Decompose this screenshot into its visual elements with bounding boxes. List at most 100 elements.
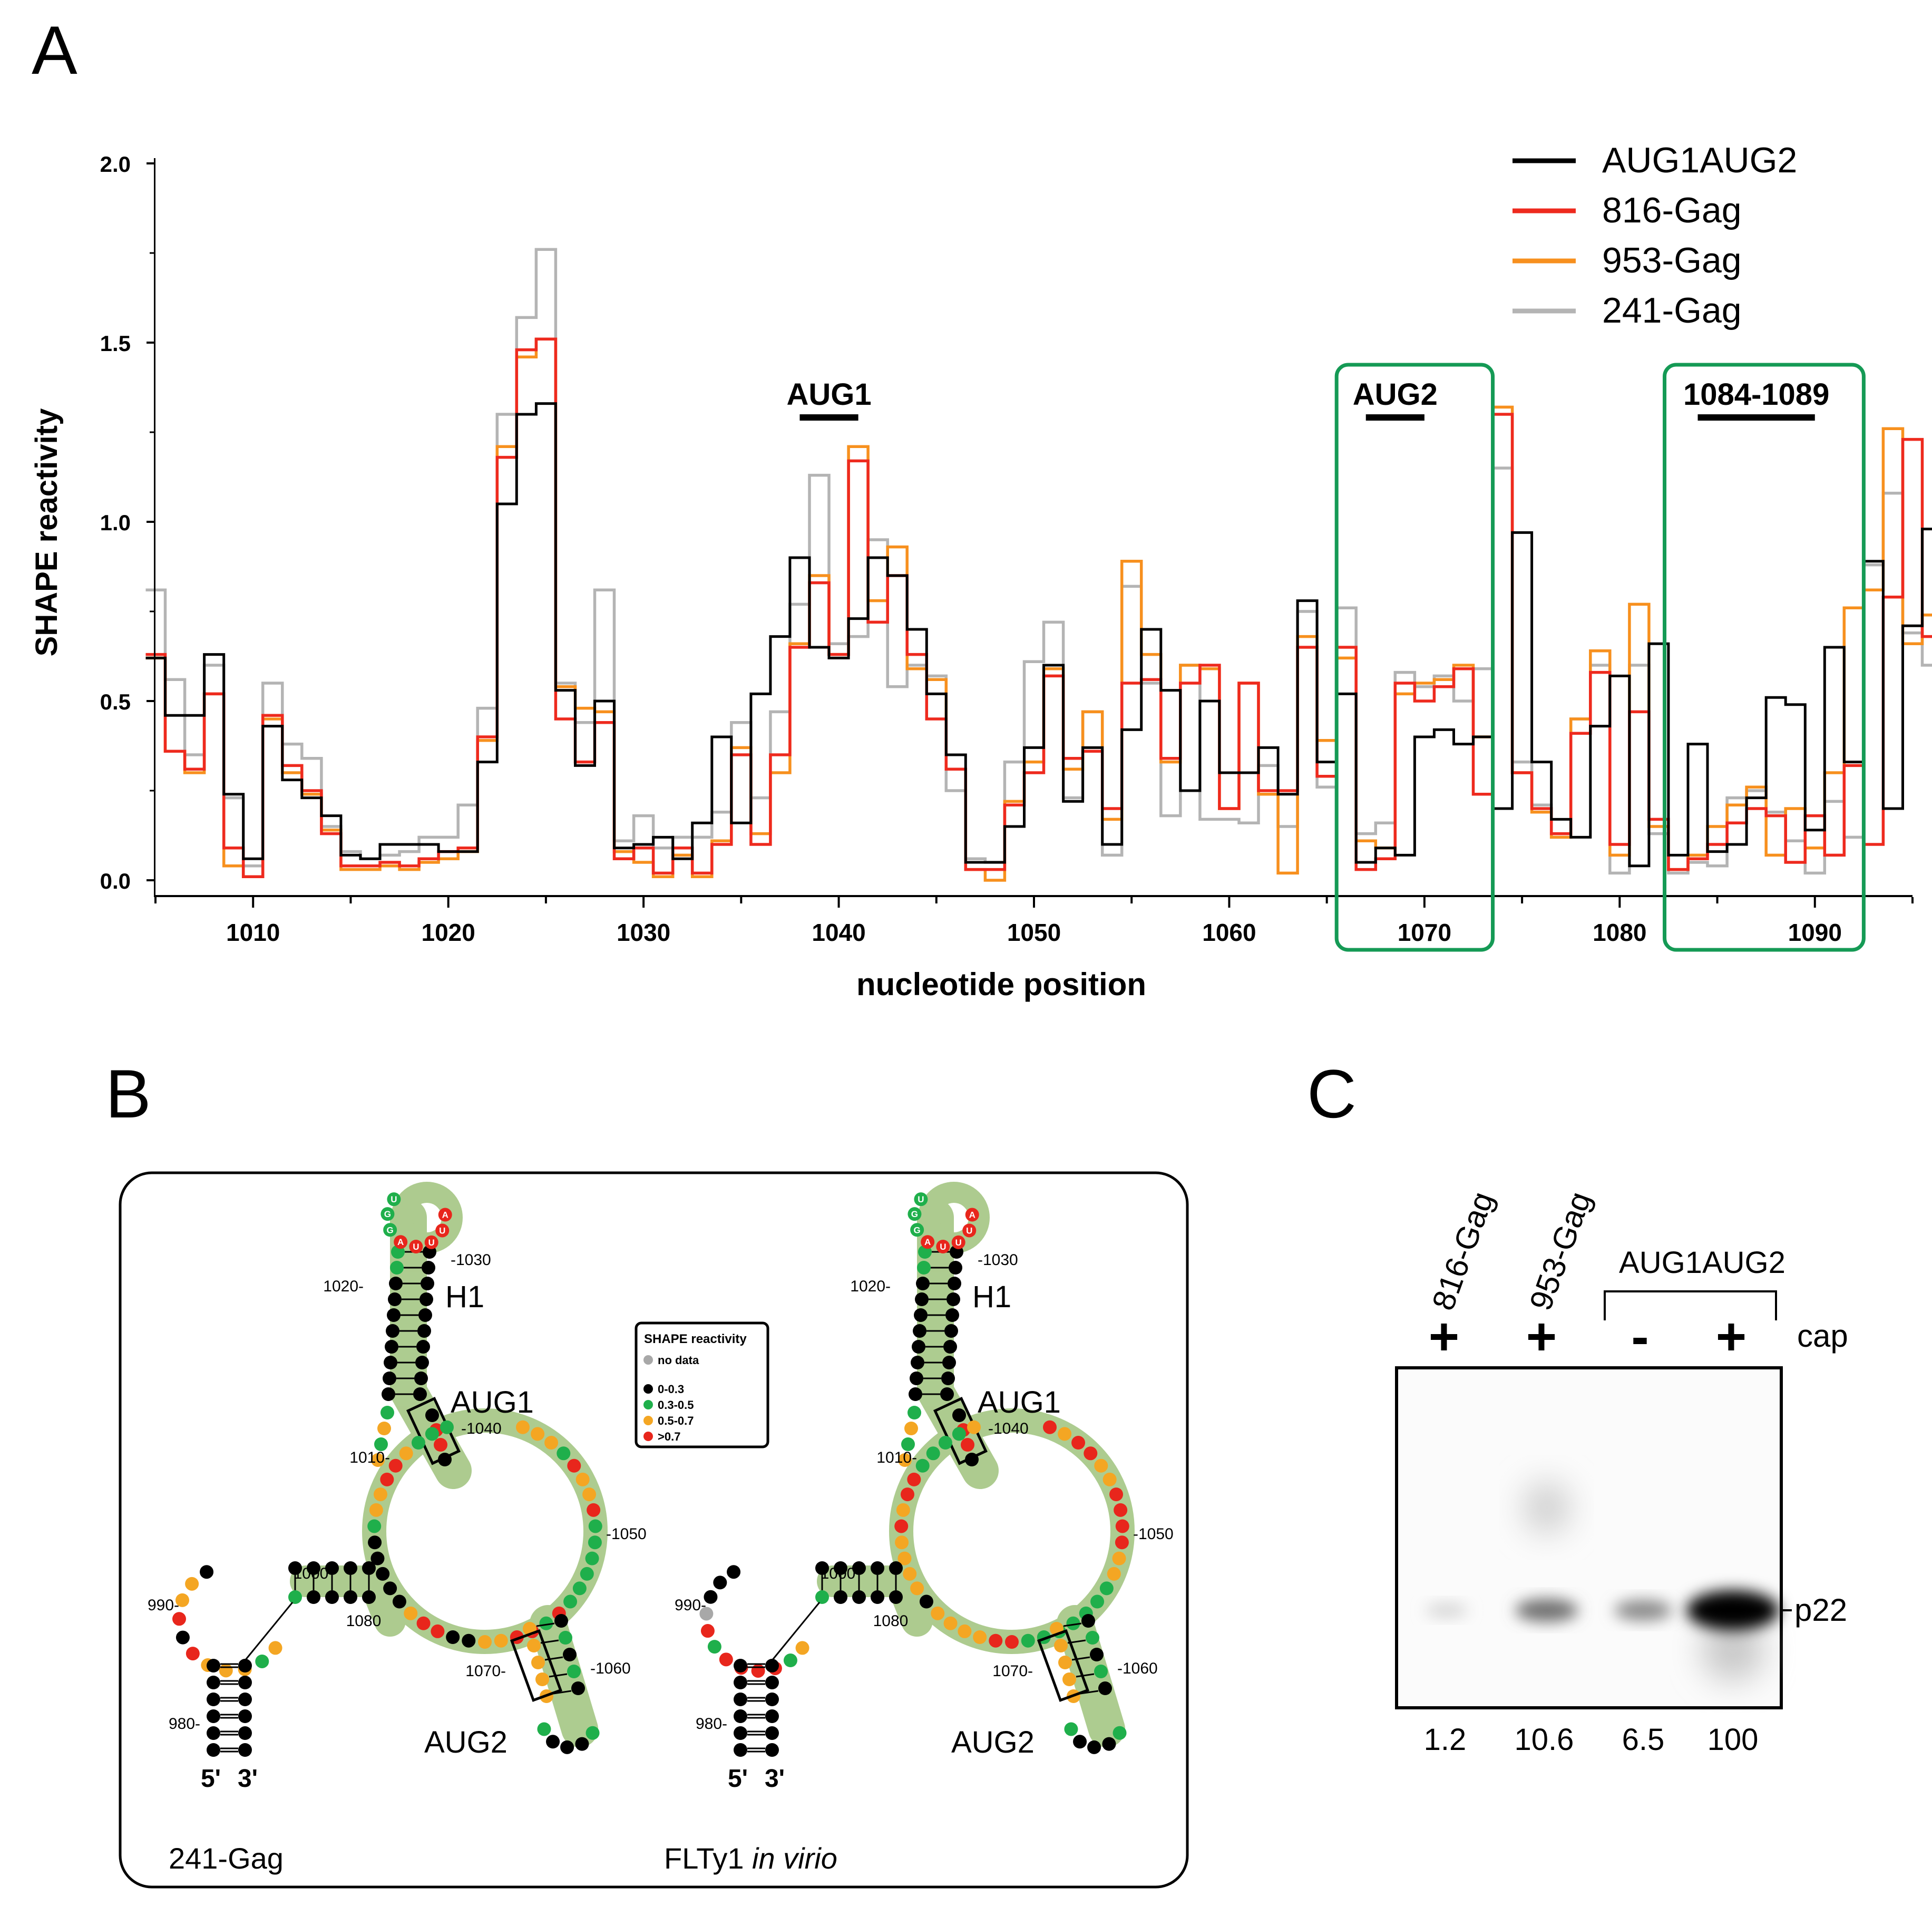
nucleotide-letter: G <box>911 1209 918 1219</box>
structure-label: AUG1 <box>978 1385 1061 1419</box>
nucleotide <box>1094 1458 1108 1473</box>
nucleotide <box>765 1726 779 1740</box>
nucleotide <box>207 1726 220 1740</box>
nucleotide <box>588 1535 602 1550</box>
nucleotide <box>941 1372 955 1385</box>
nucleotide <box>947 1292 960 1306</box>
lane-label-953-gag: 953-Gag <box>1523 1187 1598 1315</box>
nucleotide <box>910 1223 924 1237</box>
nucleotide <box>544 1436 559 1450</box>
nucleotide-letter: A <box>969 1210 975 1220</box>
nucleotide <box>919 1594 933 1609</box>
nucleotide <box>1064 1722 1078 1736</box>
nucleotide <box>575 1472 590 1486</box>
nucleotide <box>186 1647 200 1661</box>
nucleotide <box>390 1261 404 1275</box>
nucleotide <box>783 1654 797 1668</box>
structure-label: 5' <box>201 1765 221 1793</box>
nucleotide <box>898 1453 912 1467</box>
nucleotide <box>238 1726 252 1740</box>
nucleotide <box>1115 1535 1129 1550</box>
nucleotide-letter: A <box>442 1210 448 1220</box>
structure-label: -1030 <box>978 1251 1018 1269</box>
nucleotide <box>527 1639 541 1652</box>
structure-label: -1060 <box>590 1660 631 1677</box>
structure-label: -1040 <box>461 1420 502 1437</box>
nucleotide <box>207 1676 220 1689</box>
nucleotide <box>386 1324 399 1338</box>
structure-label: AUG2 <box>951 1725 1035 1759</box>
nucleotide <box>1098 1681 1112 1695</box>
structure-label: 990- <box>675 1597 706 1614</box>
panel-b-label: B <box>105 1055 151 1132</box>
nucleotide <box>385 1340 398 1354</box>
nucleotide <box>942 1356 956 1369</box>
x-axis-line <box>154 895 1913 897</box>
nucleotide-letter: U <box>940 1242 946 1252</box>
nucleotide <box>914 1192 928 1207</box>
nucleotide <box>425 1427 439 1441</box>
aug2-box <box>510 1629 563 1702</box>
nucleotide <box>325 1561 339 1575</box>
nucleotide <box>446 1630 460 1644</box>
nucleotide <box>567 1665 581 1678</box>
nucleotide <box>399 1446 413 1461</box>
legend-item-label: 0-0.3 <box>658 1383 684 1396</box>
highlight-box-2 <box>1663 363 1866 952</box>
nucleotide <box>1081 1614 1095 1628</box>
nucleotide <box>765 1676 779 1689</box>
highlight-box-1 <box>1334 363 1495 952</box>
nucleotide <box>889 1561 903 1575</box>
nucleotide <box>795 1641 809 1655</box>
nucleotide <box>1090 1594 1105 1609</box>
structure-label: H1 <box>972 1280 1011 1314</box>
nucleotide <box>871 1590 884 1604</box>
nucleotide-letter: A <box>924 1237 931 1247</box>
nucleotide <box>380 1472 394 1486</box>
nucleotide <box>389 1277 403 1290</box>
nucleotide <box>1066 1616 1080 1630</box>
nucleotide <box>175 1593 190 1607</box>
nucleotide <box>949 1261 962 1275</box>
annotation-label: AUG1 <box>786 377 871 412</box>
nucleotide <box>344 1561 357 1575</box>
nucleotide <box>200 1565 214 1579</box>
nucleotide <box>908 1207 922 1221</box>
panel-c-label: C <box>1307 1055 1357 1132</box>
structure-label: 1000 <box>821 1565 856 1582</box>
legend-item-label: >0.7 <box>658 1430 680 1443</box>
structure-label: FLTy1 in virio <box>664 1842 837 1875</box>
nucleotide <box>369 1503 383 1517</box>
nucleotide <box>268 1641 282 1655</box>
annotation-bar <box>1697 414 1815 421</box>
nucleotide <box>1084 1446 1098 1461</box>
structure-label: H1 <box>445 1280 484 1314</box>
band-label-p22: p22 <box>1794 1592 1847 1628</box>
nucleotide <box>1005 1635 1019 1649</box>
nucleotide <box>207 1659 220 1672</box>
nucleotide <box>765 1693 779 1706</box>
nucleotide <box>238 1693 252 1706</box>
nucleotide-letter: A <box>397 1237 404 1247</box>
legend-entry: 241-Gag <box>1602 290 1742 330</box>
structure-label: AUG1 <box>451 1385 534 1419</box>
legend-item-label: 0.5-0.7 <box>658 1414 694 1427</box>
nucleotide <box>1109 1487 1124 1502</box>
nucleotide <box>1090 1648 1104 1661</box>
nucleotide <box>388 1292 402 1306</box>
nucleotide <box>425 1408 439 1422</box>
structure-label: 1070- <box>465 1662 506 1680</box>
nucleotide <box>416 1340 430 1354</box>
stem-980 <box>207 1659 252 1757</box>
multibranch-loop <box>367 1420 602 1649</box>
stem-left <box>815 1561 903 1604</box>
nucleotide <box>387 1308 401 1322</box>
nucleotide <box>952 1408 966 1422</box>
nucleotide <box>989 1633 1003 1648</box>
nucleotide <box>751 1664 765 1678</box>
nucleotide <box>238 1676 252 1689</box>
nucleotide-letter: U <box>918 1194 924 1204</box>
nucleotide <box>734 1659 747 1672</box>
nucleotide <box>1112 1551 1126 1565</box>
